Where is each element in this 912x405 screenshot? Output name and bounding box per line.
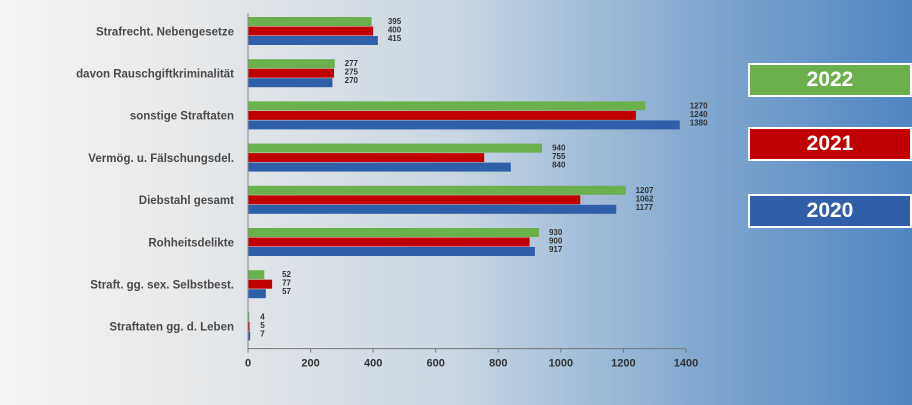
value-label-2020: 1177 (636, 203, 654, 212)
value-label-2022: 930 (549, 228, 563, 237)
value-label-2022: 1207 (636, 186, 654, 195)
value-label-2021: 900 (549, 237, 563, 246)
bar-2022 (248, 228, 539, 237)
value-label-2021: 77 (282, 279, 291, 288)
category-label: Vermög. u. Fälschungsdel. (88, 153, 234, 165)
x-tick-label: 1000 (549, 358, 573, 370)
value-label-2022: 277 (345, 59, 359, 68)
value-label-2022: 4 (260, 312, 265, 321)
bar-2020 (248, 78, 333, 88)
legend-label-2020: 2020 (806, 199, 854, 222)
value-label-2022: 1270 (690, 101, 708, 110)
bar-2021 (248, 321, 250, 331)
x-tick-label: 0 (245, 358, 251, 370)
value-label-2021: 755 (552, 152, 566, 161)
bars (248, 17, 680, 341)
x-tick-label: 600 (427, 358, 445, 370)
value-label-2021: 5 (260, 321, 265, 330)
category-label: davon Rauschgiftkriminalität (76, 68, 234, 80)
bar-2020 (248, 120, 680, 130)
legend-item-2021: 2021 (748, 127, 912, 161)
category-label: Straftaten gg. d. Leben (109, 322, 234, 334)
x-axis: 0 200 400 600 800 1000 1200 1400 (245, 13, 698, 370)
bar-2021 (248, 195, 581, 205)
bar-2020 (248, 162, 511, 172)
value-label-2021: 400 (388, 26, 402, 35)
bar-2021 (248, 279, 273, 289)
x-tick-label: 1400 (674, 358, 698, 370)
x-tick-label: 800 (489, 358, 507, 370)
value-label-2021: 1240 (690, 110, 708, 119)
bar-2021 (248, 68, 335, 78)
category-labels: Strafrecht. Nebengesetze davon Rauschgift… (76, 26, 234, 333)
category-label: Rohheitsdelikte (148, 237, 234, 249)
value-label-2020: 917 (549, 245, 563, 254)
bar-2020 (248, 289, 266, 299)
value-label-2022: 940 (552, 144, 566, 153)
bar-2021 (248, 237, 530, 247)
x-tick-label: 1200 (611, 358, 635, 370)
category-label: Straft. gg. sex. Selbstbest. (90, 279, 234, 291)
value-label-2020: 840 (552, 161, 566, 170)
legend-item-2020: 2020 (748, 194, 912, 228)
value-label-2022: 52 (282, 270, 291, 279)
value-label-2021: 1062 (636, 194, 654, 203)
category-label: sonstige Straftaten (130, 111, 234, 123)
value-label-2020: 1380 (690, 118, 708, 127)
value-label-2022: 395 (388, 17, 402, 26)
bar-2022 (248, 101, 646, 111)
value-label-2020: 7 (260, 329, 265, 338)
bar-2022 (248, 17, 372, 26)
bar-2020 (248, 204, 617, 214)
legend-label-2022: 2022 (806, 68, 854, 91)
value-label-2020: 415 (388, 34, 402, 43)
value-label-2020: 270 (345, 76, 359, 85)
legend-item-2022: 2022 (748, 63, 912, 97)
bar-2021 (248, 110, 636, 120)
bar-2022 (248, 185, 626, 195)
bar-2020 (248, 36, 378, 45)
x-tick-label: 400 (364, 358, 382, 370)
value-label-2020: 57 (282, 287, 291, 296)
bar-2022 (248, 59, 335, 69)
bar-2022 (248, 143, 543, 153)
category-label: Diebstahl gesamt (139, 195, 234, 207)
bar-2020 (248, 247, 535, 256)
value-label-2021: 275 (345, 68, 359, 77)
bar-2021 (248, 153, 485, 163)
legend-label-2021: 2021 (806, 132, 854, 155)
bar-2021 (248, 26, 374, 36)
bar-2022 (248, 312, 250, 322)
category-label: Strafrecht. Nebengesetze (96, 26, 234, 38)
bar-2022 (248, 270, 265, 280)
bar-2020 (248, 331, 251, 341)
x-tick-label: 200 (301, 358, 319, 370)
